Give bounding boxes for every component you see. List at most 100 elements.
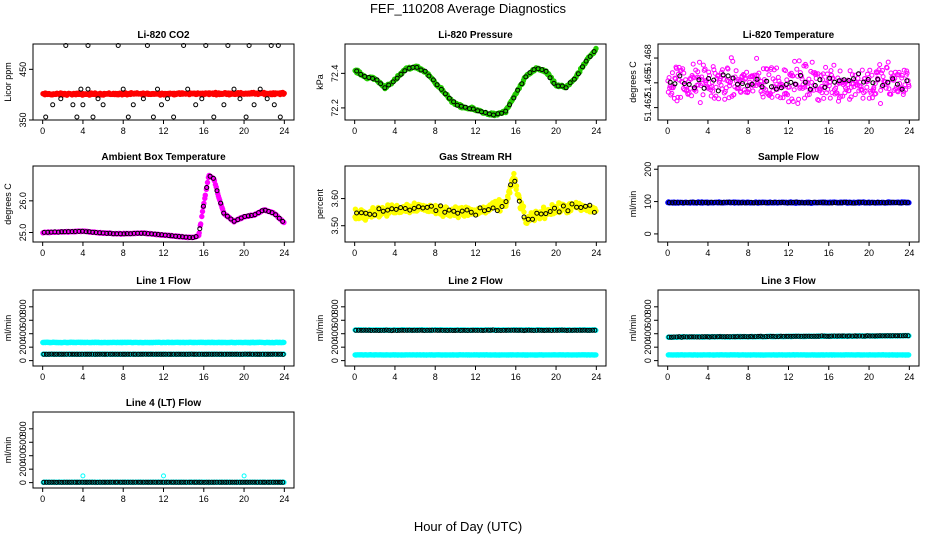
data-point: [120, 86, 126, 92]
data-point: [754, 55, 760, 61]
data-point: [386, 82, 392, 88]
data-point: [171, 114, 177, 120]
data-point: [438, 86, 444, 92]
data-point: [852, 92, 858, 98]
y-tick-label: 72.4: [330, 65, 340, 83]
series-pressure: [352, 45, 599, 119]
data-point: [831, 62, 837, 68]
x-tick-label: 8: [433, 248, 438, 258]
panel-title: Li-820 CO2: [137, 30, 190, 41]
y-tick-label: 800: [18, 299, 28, 314]
data-point: [821, 95, 827, 101]
y-axis-label: degrees C: [3, 183, 13, 225]
data-point: [520, 203, 527, 210]
data-point: [519, 81, 525, 87]
y-tick-label: 25.0: [18, 224, 28, 242]
data-point: [587, 54, 593, 59]
panel-title: Sample Flow: [758, 152, 819, 163]
x-tick-label: 16: [824, 248, 834, 258]
data-point: [95, 96, 101, 102]
data-point: [796, 96, 802, 102]
data-point: [867, 67, 873, 73]
y-tick-label: 51.468: [643, 44, 653, 72]
data-point: [733, 68, 739, 74]
data-point: [199, 96, 205, 102]
x-tick-label: 8: [433, 126, 438, 136]
data-point: [784, 77, 790, 83]
x-tick-label: 24: [591, 126, 601, 136]
data-point: [130, 102, 136, 108]
panel-title: Line 4 (LT) Flow: [126, 398, 202, 409]
x-tick-label: 24: [591, 372, 601, 382]
data-point: [243, 114, 249, 120]
data-point: [864, 84, 870, 90]
data-point: [257, 86, 263, 92]
data-point: [159, 102, 164, 108]
data-point: [199, 213, 205, 220]
data-point: [211, 114, 217, 120]
x-tick-label: 0: [40, 372, 45, 382]
y-tick-label: 3.50: [330, 217, 340, 235]
x-tick-label: 0: [665, 372, 670, 382]
data-point: [378, 81, 384, 87]
panel-title: Gas Stream RH: [439, 152, 512, 163]
data-point: [859, 67, 865, 73]
data-point: [451, 99, 457, 105]
data-point: [580, 64, 585, 70]
data-point: [690, 61, 696, 67]
data-point: [730, 58, 736, 64]
y-tick-label: 3.60: [330, 190, 340, 208]
data-point: [575, 71, 581, 77]
data-point: [689, 93, 694, 99]
x-tick-label: 12: [783, 248, 793, 258]
x-tick-label: 12: [158, 126, 168, 136]
y-axis-label: percent: [315, 188, 325, 219]
data-point: [70, 102, 76, 108]
data-point: [700, 92, 706, 98]
x-tick-label: 0: [352, 372, 357, 382]
data-point: [788, 79, 794, 85]
data-point: [860, 95, 866, 101]
data-point: [374, 77, 380, 83]
data-point: [681, 70, 687, 76]
x-tick-label: 20: [551, 372, 561, 382]
x-tick-label: 12: [158, 372, 168, 382]
data-point: [251, 102, 257, 108]
x-tick-label: 0: [352, 248, 357, 258]
x-tick-label: 4: [705, 126, 710, 136]
data-point: [426, 73, 432, 79]
x-tick-label: 4: [392, 372, 397, 382]
data-point: [547, 75, 553, 81]
data-point: [455, 214, 461, 221]
data-point: [700, 62, 706, 68]
y-axis-label: ml/min: [315, 315, 325, 342]
data-point: [669, 70, 675, 76]
data-point: [422, 68, 428, 74]
x-tick-label: 24: [279, 372, 289, 382]
data-point: [231, 86, 237, 92]
panel-title: Line 1 Flow: [136, 276, 191, 287]
x-tick-label: 16: [511, 126, 521, 136]
panel-title: Ambient Box Temperature: [101, 152, 226, 163]
data-point: [394, 75, 400, 81]
data-point: [847, 68, 853, 74]
data-point: [669, 90, 675, 96]
data-point: [271, 102, 277, 108]
data-point: [666, 75, 672, 81]
data-point: [402, 68, 408, 74]
data-point: [414, 64, 420, 70]
data-point: [125, 114, 131, 120]
y-tick-label: 0: [330, 358, 340, 363]
series-temp: [665, 55, 912, 106]
data-point: [559, 83, 565, 89]
data-point: [673, 65, 679, 71]
series-sample-avg: [666, 199, 911, 206]
x-tick-label: 16: [199, 126, 209, 136]
x-tick-label: 16: [824, 126, 834, 136]
data-point: [869, 72, 875, 78]
data-point: [185, 86, 191, 92]
y-tick-label: 800: [330, 299, 340, 314]
